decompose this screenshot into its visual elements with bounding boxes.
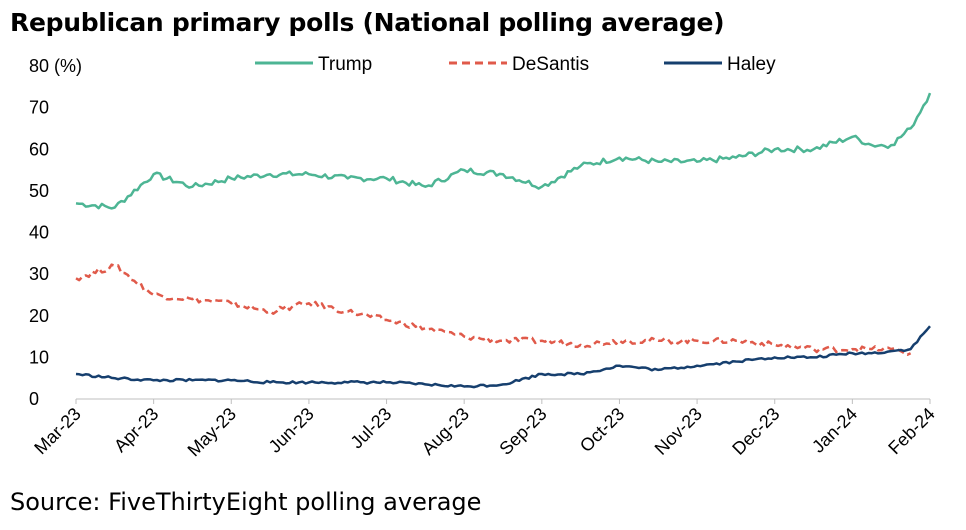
- x-tick-label: Feb-24: [884, 404, 938, 458]
- y-tick-label: 30: [29, 264, 49, 284]
- legend: Trump DeSantis Haley: [255, 54, 776, 75]
- x-tick-label: Sep-23: [495, 404, 550, 459]
- chart-title: Republican primary polls (National polli…: [10, 8, 725, 37]
- y-tick-label: 70: [29, 98, 49, 118]
- y-tick-label: 40: [29, 223, 49, 243]
- series-line-desantis: [75, 263, 912, 357]
- x-tick-label: Mar-23: [30, 404, 84, 458]
- x-tick-label: Jan-24: [808, 404, 861, 457]
- y-tick-label: 60: [29, 139, 49, 159]
- x-tick-label: Jul-23: [347, 404, 396, 453]
- plot-area: [75, 92, 932, 389]
- x-tick-label: Nov-23: [651, 404, 706, 459]
- legend-label-trump: Trump: [318, 54, 372, 75]
- x-tick-label: Jun-23: [265, 404, 318, 457]
- y-tick-label: 10: [29, 347, 49, 367]
- x-tick-label: Oct-23: [576, 404, 628, 456]
- y-tick-label: 0: [29, 389, 39, 409]
- source-note: Source: FiveThirtyEight polling average: [10, 488, 482, 516]
- series-line-haley: [75, 325, 931, 389]
- y-tick-label: 50: [29, 181, 49, 201]
- x-tick-label: Apr-23: [110, 404, 162, 456]
- x-tick-label: Dec-23: [728, 404, 783, 459]
- x-tick-label: Aug-23: [418, 404, 473, 459]
- y-axis: 0 10 20 30 40 50 60 70 80 (%): [29, 56, 82, 409]
- x-axis: Mar-23 Apr-23 May-23 Jun-23 Jul-23 Aug-23 Sep-…: [30, 398, 939, 461]
- y-tick-label: 80 (%): [29, 56, 82, 76]
- series-line-trump: [75, 92, 932, 210]
- x-tick-label: May-23: [184, 404, 241, 461]
- y-tick-label: 20: [29, 306, 49, 326]
- legend-label-haley: Haley: [727, 54, 776, 75]
- legend-label-desantis: DeSantis: [512, 54, 589, 75]
